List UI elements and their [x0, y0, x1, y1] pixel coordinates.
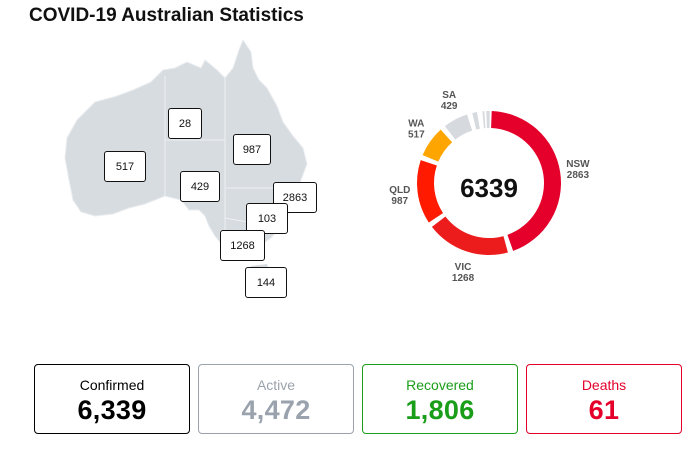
donut-label-wa-value: 517	[408, 130, 425, 141]
donut-label-nsw-value: 2863	[567, 170, 590, 181]
active-label: Active	[256, 377, 296, 393]
map-label-qld: 987	[233, 134, 271, 165]
map-label-act: 103	[246, 203, 288, 234]
donut-label-nsw-name: NSW	[566, 159, 590, 170]
donut-label-sa-value: 429	[441, 101, 458, 112]
map-label-sa: 429	[180, 171, 220, 202]
australia-map: 28 517 987 429 2863 103 1268 144	[55, 40, 335, 320]
donut-label-sa-name: SA	[442, 90, 456, 101]
donut-slice-act	[482, 111, 486, 129]
page-title: COVID-19 Australian Statistics	[29, 5, 304, 26]
recovered-card: Recovered 1,806	[362, 364, 518, 434]
donut-label-qld-value: 987	[391, 196, 408, 207]
donut-slice-tas	[472, 112, 480, 130]
map-label-wa: 517	[104, 151, 146, 182]
deaths-label: Deaths	[581, 377, 627, 393]
donut-label-vic-name: VIC	[455, 262, 472, 273]
state-borders	[164, 76, 301, 236]
active-card: Active 4,472	[198, 364, 354, 434]
deaths-value: 61	[588, 395, 620, 425]
map-label-nt: 28	[168, 108, 202, 139]
donut-slice-wa	[422, 129, 453, 162]
deaths-card: Deaths 61	[526, 364, 682, 434]
donut-slice-sa	[444, 114, 473, 140]
donut-label-vic-value: 1268	[452, 273, 475, 284]
map-label-tas: 144	[245, 267, 287, 298]
confirmed-label: Confirmed	[79, 377, 145, 393]
confirmed-value: 6,339	[77, 395, 147, 425]
map-label-vic: 1268	[220, 230, 265, 261]
donut-label-wa-name: WA	[408, 119, 424, 130]
donut-slice-nsw	[491, 111, 561, 251]
donut-slice-vic	[431, 216, 508, 255]
donut-total-label: 6339	[460, 173, 518, 203]
recovered-label: Recovered	[406, 377, 474, 393]
donut-label-qld-name: QLD	[389, 185, 410, 196]
active-value: 4,472	[241, 395, 311, 425]
confirmed-card: Confirmed 6,339	[34, 364, 190, 434]
donut-slice-qld	[417, 160, 443, 223]
donut-slice-nt	[486, 111, 490, 129]
recovered-value: 1,806	[405, 395, 475, 425]
